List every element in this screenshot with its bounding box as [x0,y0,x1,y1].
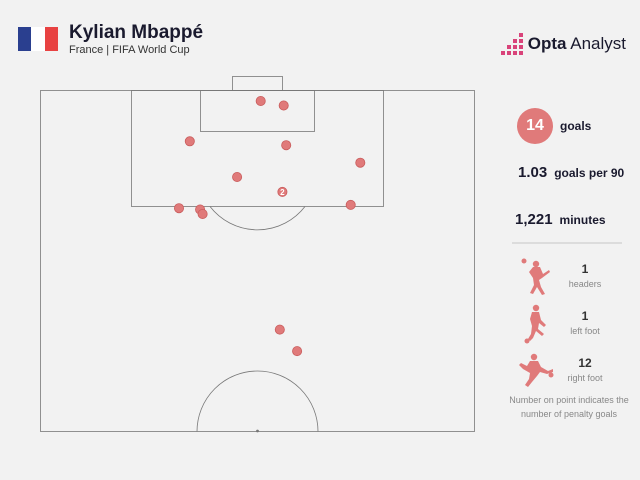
goals-per-90-stat: 1.03 goals per 90 [518,164,624,181]
goal [232,76,283,91]
goal-point [232,171,243,182]
stats-divider [512,242,622,244]
logo-square [512,45,517,49]
logo-square [518,51,523,55]
right-foot-label: right foot [567,373,603,383]
goal-marker [277,186,288,197]
minutes-label: minutes [559,212,606,227]
goal-marker [278,100,289,111]
goal-point [278,100,289,111]
goal-point [281,140,292,151]
penalty-arc [209,206,306,231]
header-icon [521,258,550,295]
goal-marker [274,324,285,335]
goal-point [255,96,266,107]
penalty-box [131,90,384,207]
opta-logo-icon [500,33,523,55]
goal-marker [232,171,243,182]
logo-square [500,51,505,55]
logo-square [506,45,511,49]
minutes-stat: 1,221 minutes [515,211,606,228]
goal-point [173,203,184,214]
goal-point [197,208,208,219]
left-foot-label: left foot [570,326,600,336]
goal-marker [197,208,208,219]
logo-square [518,45,523,49]
flag-stripe-red [44,27,58,51]
goal-points: 2 [173,96,366,357]
goal-point [345,199,356,210]
minutes-value: 1,221 [515,211,553,228]
six-yard-box [200,90,315,132]
logo-square [518,39,523,43]
brand-rest: Analyst [570,34,626,53]
pitch-outline [40,90,475,432]
goals-stat: 14 goals [517,108,591,144]
goal-point [274,324,285,335]
goal-marker [173,203,184,214]
brand-bold: Opta [527,34,567,53]
flag-stripe-blue [18,27,32,51]
logo-square [518,33,523,37]
headers-label: headers [568,279,602,289]
headers-count: 1 [581,262,589,276]
competition-subtitle: France | FIFA World Cup [69,44,190,56]
centre-spot [256,429,259,433]
logo-square [512,39,517,43]
goals-badge: 14 [517,108,553,144]
goal-marker [355,157,366,168]
goals-label: goals [560,119,592,133]
goals-per-90-label: goals per 90 [554,165,625,180]
goal-marker [345,199,356,210]
player-name: Kylian Mbappé [69,22,204,43]
left-foot-icon [524,304,546,344]
pitch-lines [40,76,475,433]
goal-marker [184,136,195,147]
right-foot-count: 12 [578,356,592,370]
goal-marker [281,140,292,151]
france-flag [18,27,58,51]
goal-point: 2 [277,186,288,197]
goal-point [292,346,303,357]
goals-per-90-value: 1.03 [518,164,548,181]
goal-point [355,157,366,168]
penalty-note: Number on point indicates the number of … [509,395,629,419]
goal-point [184,136,195,147]
logo-square [506,51,511,55]
goal-marker [292,346,303,357]
logo-square [512,51,517,55]
goal-marker [255,96,266,107]
flag-stripe-white [31,27,45,51]
centre-circle [196,370,319,432]
right-foot-icon [519,353,554,387]
penalty-count-label: 2 [280,188,285,197]
left-foot-count: 1 [581,309,589,323]
opta-analyst-logo: Opta Analyst [500,32,626,56]
